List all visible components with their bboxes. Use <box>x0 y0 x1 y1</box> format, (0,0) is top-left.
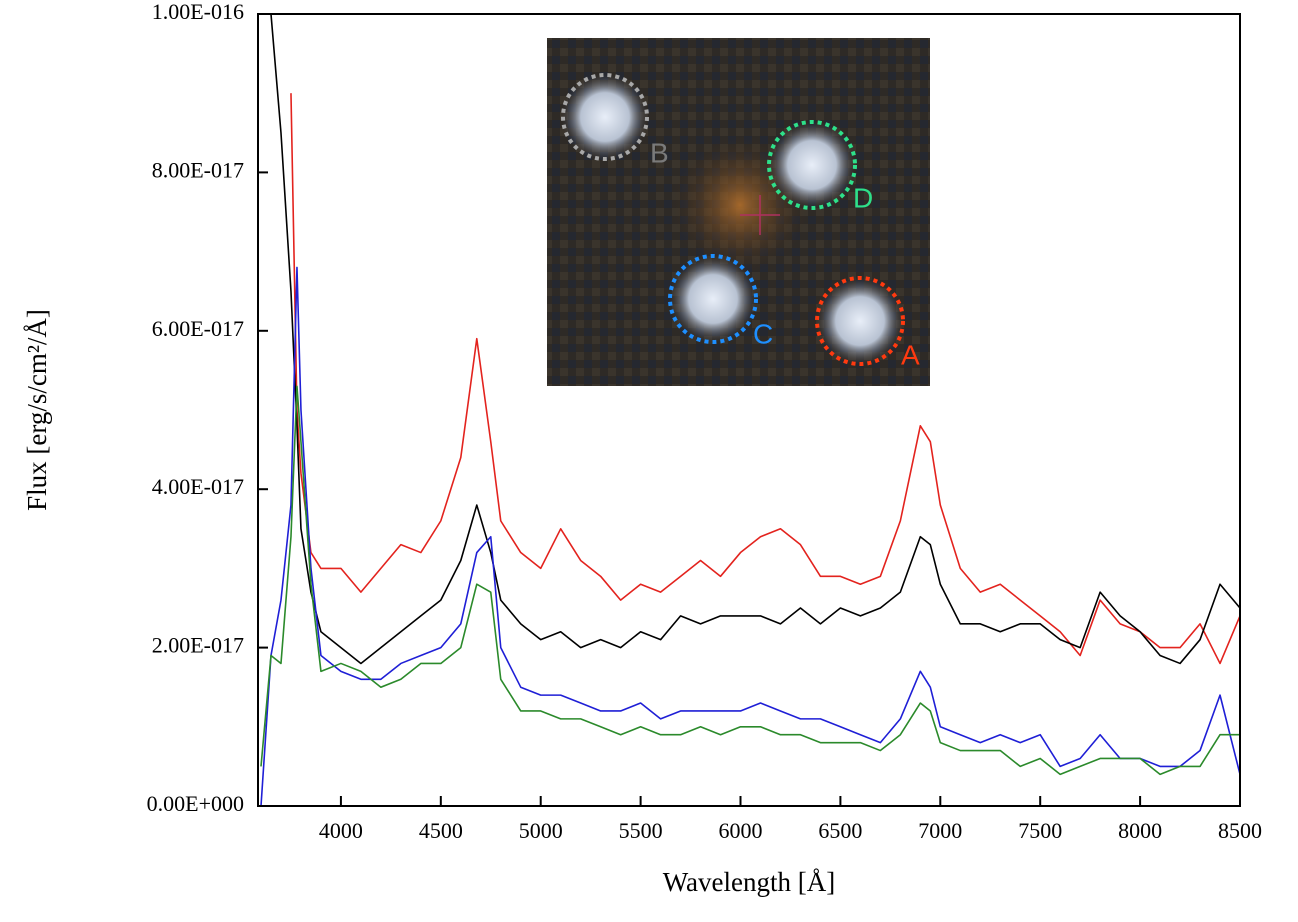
inset-label: D <box>853 182 873 213</box>
x-tick-label: 8500 <box>1218 818 1262 843</box>
x-tick-label: 8000 <box>1118 818 1162 843</box>
series-line <box>260 385 1240 776</box>
star <box>768 121 856 209</box>
y-axis-title: Flux [erg/s/cm²/Å] <box>22 309 52 511</box>
y-tick-label: 1.00E-016 <box>152 0 244 24</box>
x-tick-label: 6500 <box>818 818 862 843</box>
star <box>561 73 649 161</box>
aperture <box>668 254 758 344</box>
y-tick-label: 0.00E+000 <box>147 791 244 816</box>
inset-label: A <box>901 339 920 370</box>
series-line <box>270 14 1240 665</box>
y-tick-label: 6.00E-017 <box>152 316 244 341</box>
aperture <box>815 276 905 366</box>
inset-label: C <box>753 318 773 349</box>
star <box>816 277 904 365</box>
aperture <box>561 73 649 161</box>
x-tick-label: 7000 <box>918 818 962 843</box>
x-tick-label: 6000 <box>719 818 763 843</box>
y-tick-label: 8.00E-017 <box>152 157 244 182</box>
x-axis-title: Wavelength [Å] <box>663 867 836 897</box>
plot-frame <box>257 13 1241 807</box>
x-tick-label: 5000 <box>519 818 563 843</box>
aperture <box>767 120 857 210</box>
x-tick-label: 4000 <box>319 818 363 843</box>
inset-image: B D C A <box>547 38 930 386</box>
x-tick-label: 7500 <box>1018 818 1062 843</box>
y-tick-label: 4.00E-017 <box>152 474 244 499</box>
series-line <box>260 266 1240 806</box>
y-tick-label: 2.00E-017 <box>152 633 244 658</box>
plot-area <box>260 14 1240 806</box>
x-tick-label: 4500 <box>419 818 463 843</box>
x-tick-label: 5500 <box>619 818 663 843</box>
inset-label: B <box>650 137 669 168</box>
crosshair <box>740 195 780 235</box>
series-line <box>290 93 1240 665</box>
star <box>669 255 757 343</box>
